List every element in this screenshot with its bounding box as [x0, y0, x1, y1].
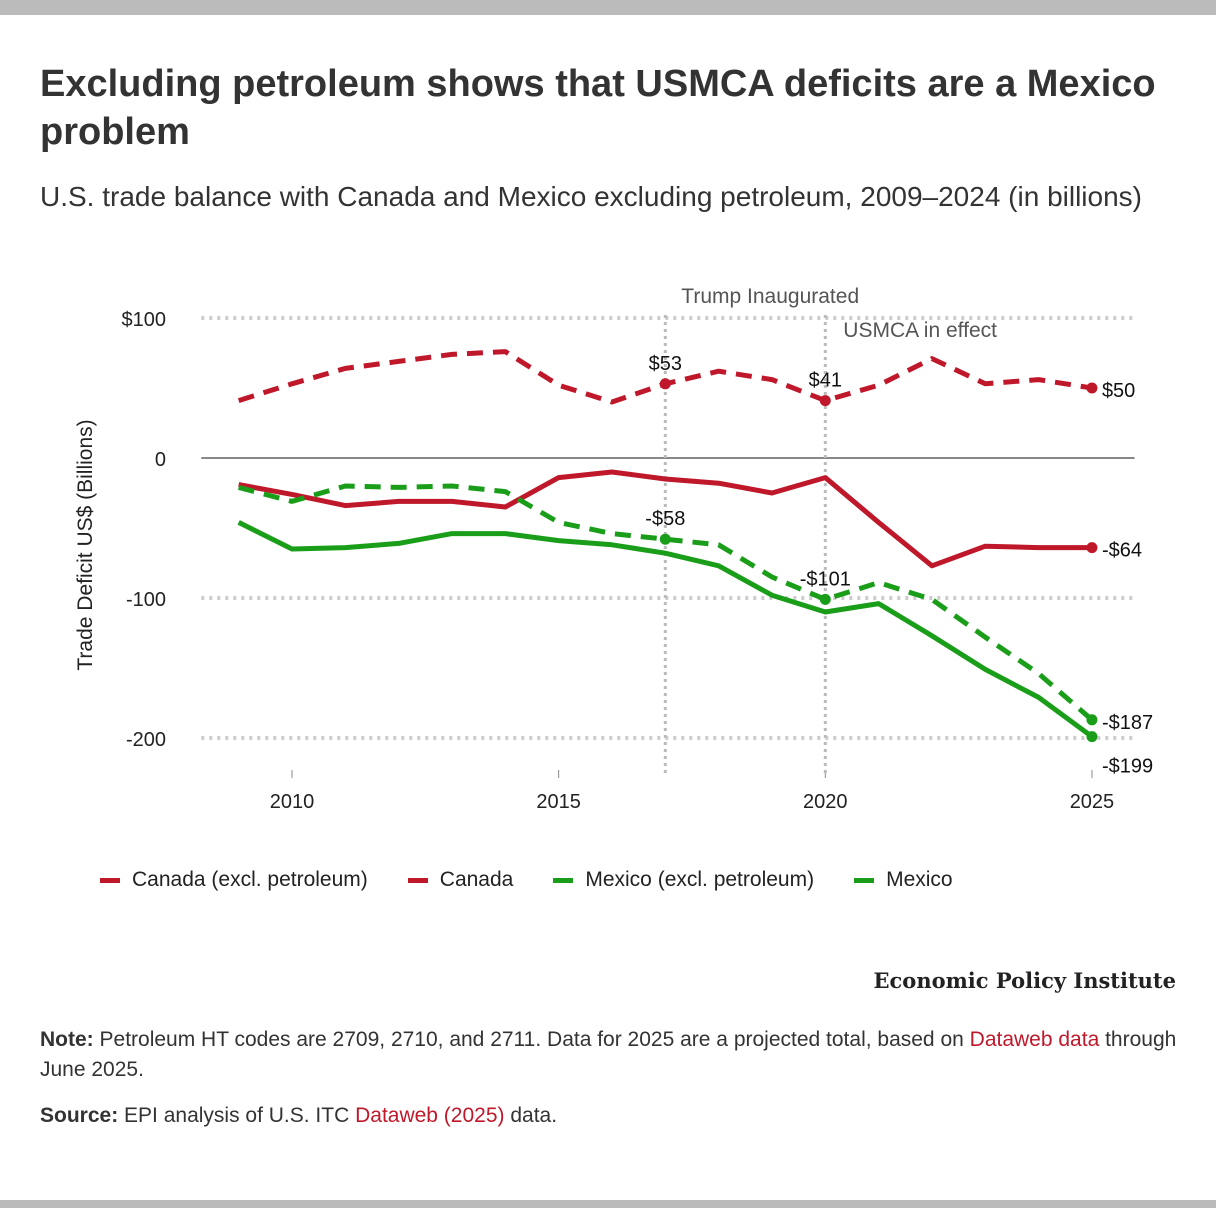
note-text: Petroleum HT codes are 2709, 2710, and 2… [93, 1028, 970, 1051]
y-tick-label: -200 [126, 729, 166, 751]
legend-item: Canada (excl. petroleum) [100, 868, 368, 892]
legend-item: Mexico [854, 868, 953, 892]
data-label: -$101 [800, 568, 851, 590]
data-point [819, 593, 831, 605]
data-point [1086, 542, 1098, 554]
note-label: Note: [40, 1028, 94, 1051]
line-chart: $100 0 -100 -200 2010 2015 2020 2025 Trade Defic… [74, 285, 1153, 813]
legend-label: Mexico [886, 868, 953, 891]
y-tick-label: $100 [122, 309, 167, 331]
dataweb-link[interactable]: Dataweb data [969, 1028, 1100, 1051]
note-text: through June 2025. [40, 1028, 1177, 1081]
legend-swatch [407, 877, 428, 883]
data-label: -$58 [645, 508, 685, 530]
data-label: -$187 [1102, 712, 1153, 734]
source: Source: EPI analysis of U.S. ITC Dataweb… [40, 1101, 1180, 1131]
chart-title: Excluding petroleum shows that USMCA def… [40, 63, 1156, 153]
legend-label: Canada [439, 868, 514, 891]
bottom-border [0, 1200, 1216, 1208]
data-label: $50 [1102, 380, 1135, 402]
data-point [659, 378, 671, 390]
data-point [1086, 382, 1098, 394]
data-point [1086, 714, 1098, 726]
epi-logo: Economic Policy Institute [873, 968, 1176, 993]
y-tick-label: -100 [126, 589, 166, 611]
note: Note: Petroleum HT codes are 2709, 2710,… [40, 1025, 1180, 1085]
legend-label: Mexico (excl. petroleum) [585, 868, 815, 891]
legend-item: Mexico (excl. petroleum) [553, 868, 814, 892]
legend-swatch [854, 877, 875, 883]
legend-swatch [553, 877, 574, 883]
x-tick-label: 2015 [536, 791, 581, 813]
y-axis-label: Trade Deficit US$ (Billions) [74, 419, 97, 670]
legend-item: Canada [407, 868, 514, 892]
x-tick-label: 2025 [1070, 791, 1115, 813]
x-tick-label: 2010 [270, 791, 315, 813]
source-text: EPI analysis of U.S. ITC [118, 1104, 356, 1127]
source-text: data. [504, 1104, 558, 1127]
legend-label: Canada (excl. petroleum) [132, 868, 368, 891]
source-label: Source: [40, 1104, 119, 1127]
data-label: $53 [649, 353, 682, 375]
data-point [1086, 731, 1098, 743]
dataweb-2025-link[interactable]: Dataweb (2025) [355, 1104, 505, 1127]
annotation-label: Trump Inaugurated [681, 285, 859, 308]
series-line [237, 520, 1094, 739]
series-line [238, 469, 1092, 569]
top-border [0, 0, 1216, 15]
data-label: -$64 [1102, 540, 1142, 562]
data-point [819, 395, 831, 407]
annotation-label: USMCA in effect [843, 319, 997, 342]
y-tick-label: 0 [155, 449, 166, 471]
legend: Canada (excl. petroleum) Canada Mexico (… [100, 868, 953, 892]
chart-subtitle: U.S. trade balance with Canada and Mexic… [40, 181, 1142, 212]
data-label: $41 [809, 370, 842, 392]
data-point [659, 533, 671, 545]
x-tick-label: 2020 [803, 791, 848, 813]
legend-swatch [100, 877, 120, 883]
data-label: -$199 [1102, 756, 1153, 778]
